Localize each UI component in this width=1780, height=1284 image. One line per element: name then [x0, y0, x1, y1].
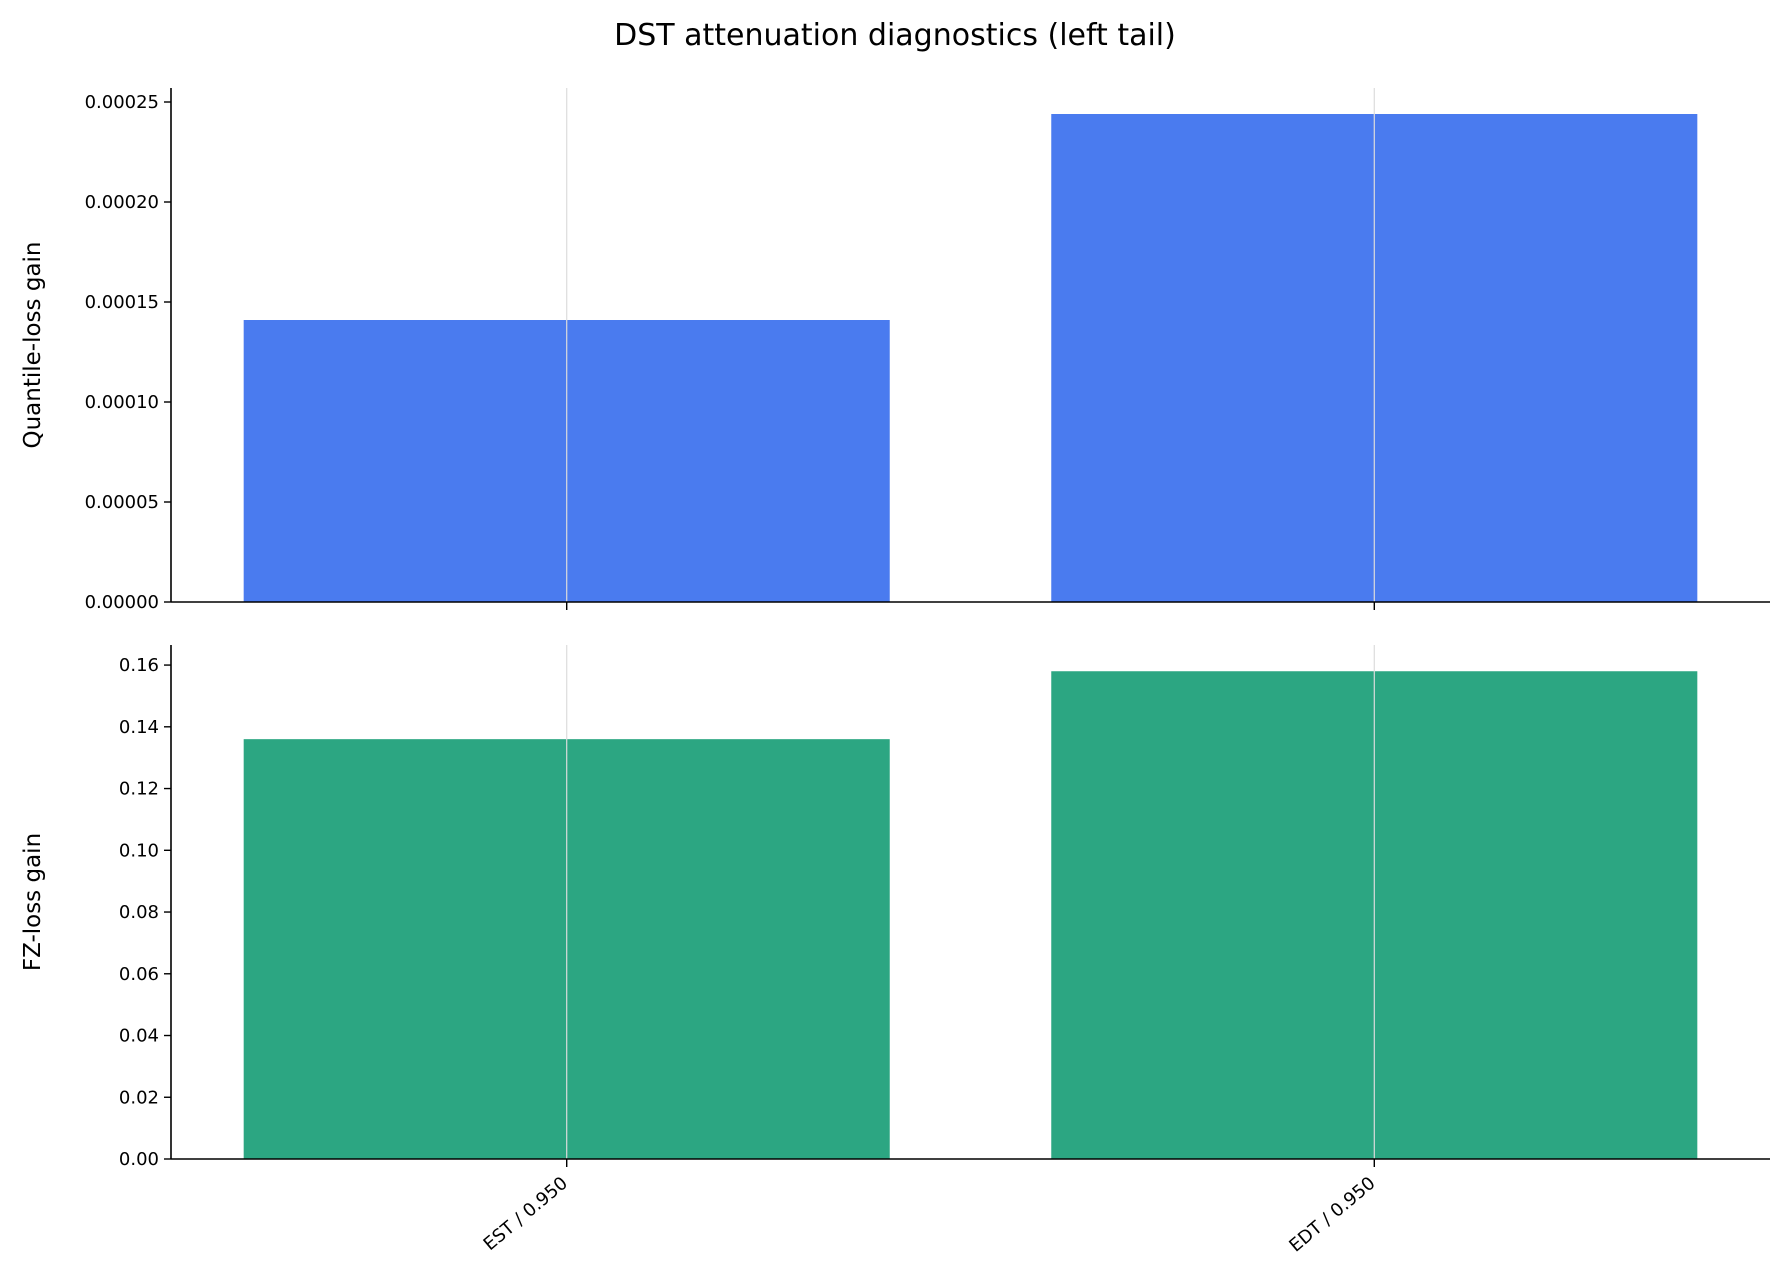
y-tick-label-2-1: 0.00 [119, 1149, 159, 1170]
y-tick-label-2-4: 0.06 [119, 964, 159, 985]
y-tick-label-2-6: 0.10 [119, 840, 159, 861]
y-tick-label-1-5: 0.00020 [85, 192, 159, 213]
y-tick-label-1-3: 0.00010 [85, 392, 159, 413]
y-axis-title-1: Quantile-loss gain [20, 242, 46, 449]
panel-1: 0.00000 0.00005 0.00010 0.00015 0.00020 0.000… [20, 88, 1770, 613]
y-tick-label-2-3: 0.04 [119, 1026, 159, 1047]
y-tick-label-2-9: 0.16 [119, 655, 159, 676]
y-tick-label-1-2: 0.00005 [85, 492, 159, 513]
chart-panels: 0.000000.000050.000100.000150.000200.000… [20, 88, 1770, 1257]
y-tick-label-2-2: 0.02 [119, 1087, 159, 1108]
y-tick-label-1-4: 0.00015 [85, 292, 159, 313]
panel-2: 0.00 0.02 0.04 0.06 0.08 0.10 0.12 0.14 0.16 FZ-l… [20, 645, 1770, 1257]
y-tick-label-1-6: 0.00025 [85, 92, 159, 113]
x-tick-label-2: EDT / 0.950 [1285, 1173, 1379, 1257]
y-tick-label-2-5: 0.08 [119, 902, 159, 923]
y-tick-label-2-7: 0.12 [119, 779, 159, 800]
chart-title: DST attenuation diagnostics (left tail) [614, 18, 1176, 53]
y-axis-title-2: FZ-loss gain [20, 833, 46, 971]
x-tick-label-1: EST / 0.950 [480, 1173, 572, 1255]
y-tick-label-1-1: 0.00000 [85, 592, 159, 613]
y-tick-label-2-8: 0.14 [119, 717, 159, 738]
